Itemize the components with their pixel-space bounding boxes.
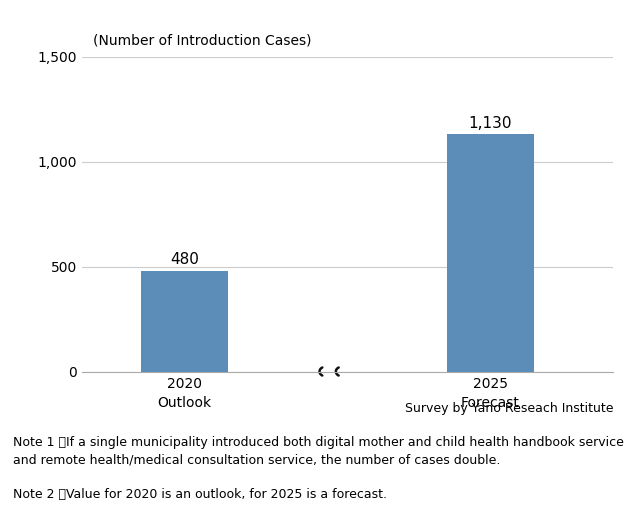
Text: Outlook: Outlook [157,396,211,410]
Bar [141,271,228,372]
Text: Note 1 ：If a single municipality introduced both digital mother and child health: Note 1 ：If a single municipality introdu… [13,436,624,466]
Text: Forecast: Forecast [461,396,520,410]
Text: 480: 480 [170,252,198,267]
Text: Note 2 ：Value for 2020 is an outlook, for 2025 is a forecast.: Note 2 ：Value for 2020 is an outlook, fo… [13,488,387,501]
Text: (Number of Introduction Cases): (Number of Introduction Cases) [93,34,312,47]
Text: 1,130: 1,130 [469,116,513,131]
Bar [447,134,534,372]
Text: Survey by Yano Reseach Institute: Survey by Yano Reseach Institute [404,402,613,415]
